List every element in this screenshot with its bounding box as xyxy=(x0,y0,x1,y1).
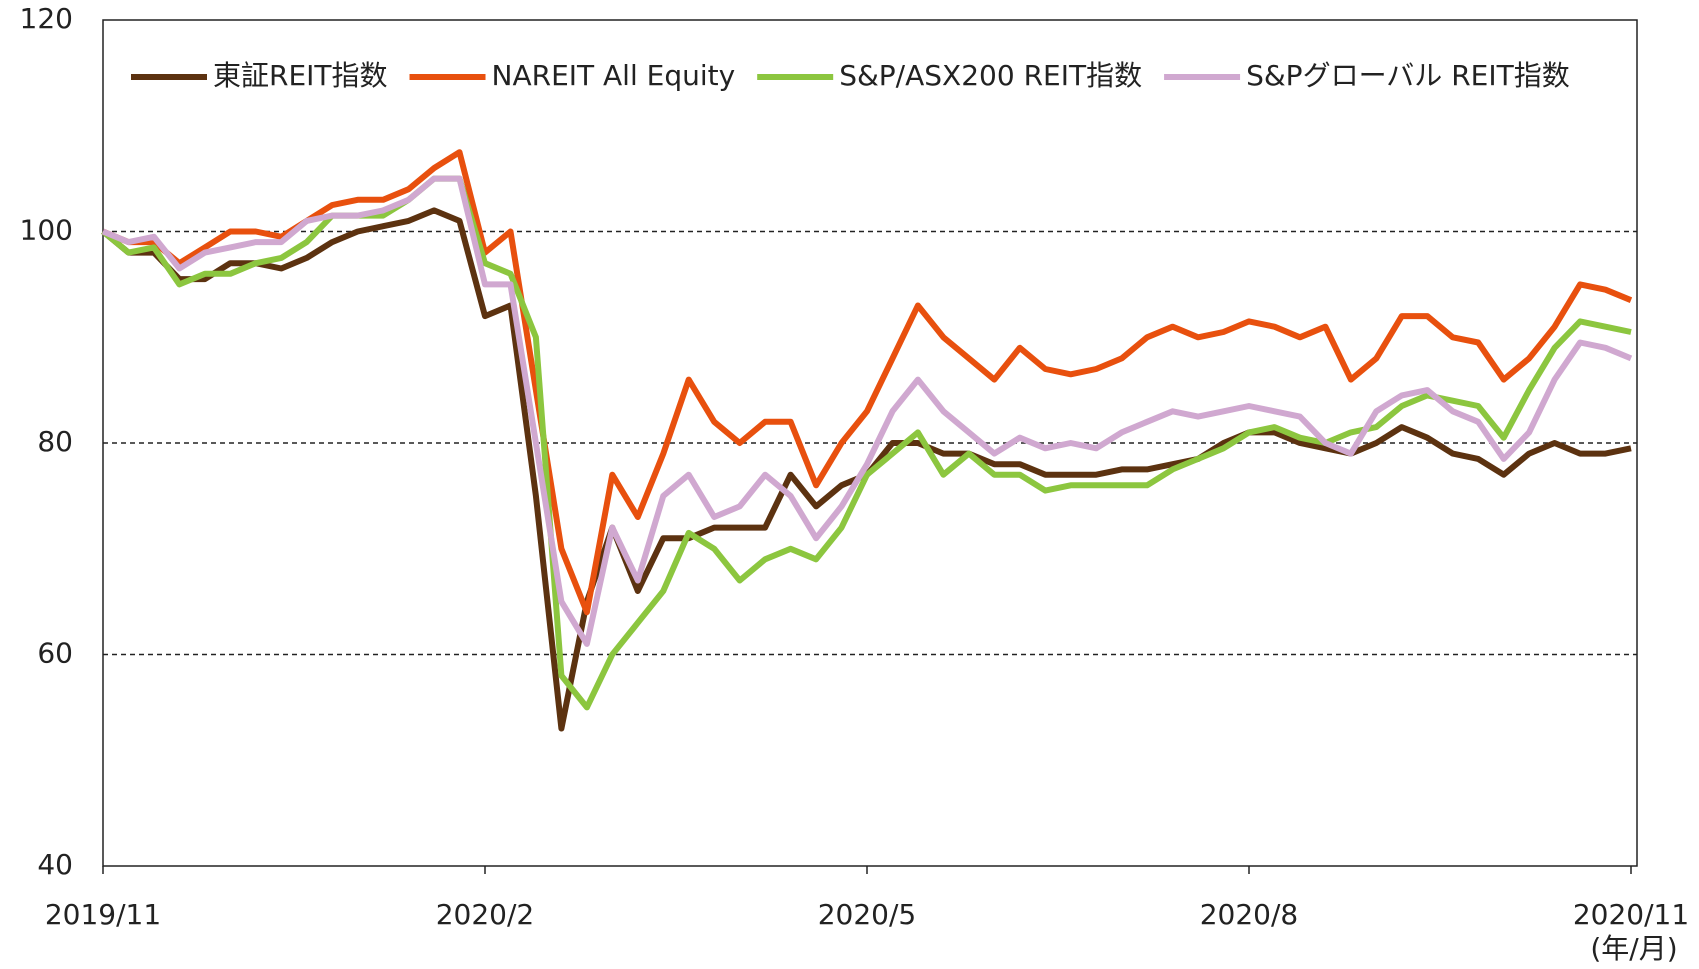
legend-label: 東証REIT指数 xyxy=(213,59,388,92)
y-tick-label: 60 xyxy=(37,637,73,670)
axis-unit-note: (年/月) xyxy=(1590,932,1677,965)
x-tick-label: 2020/2 xyxy=(436,898,535,931)
y-tick-label: 40 xyxy=(37,848,73,881)
series-line xyxy=(101,175,1633,647)
legend-label: S&P/ASX200 REIT指数 xyxy=(839,59,1142,92)
x-tick-label: 2020/8 xyxy=(1200,898,1299,931)
legend-label: S&Pグローバル REIT指数 xyxy=(1246,59,1570,92)
x-tick-label: 2019/11 xyxy=(45,898,161,931)
y-tick-label: 120 xyxy=(20,2,73,35)
plot-frame xyxy=(102,19,1638,867)
series-line xyxy=(101,149,1633,616)
x-tick-label: 2020/5 xyxy=(818,898,917,931)
y-tick-label: 100 xyxy=(20,214,73,247)
legend-box xyxy=(118,50,1592,104)
legend-label: NAREIT All Equity xyxy=(492,59,736,92)
y-tick-label: 80 xyxy=(37,425,73,458)
x-tick-label: 2020/11 xyxy=(1573,898,1689,931)
